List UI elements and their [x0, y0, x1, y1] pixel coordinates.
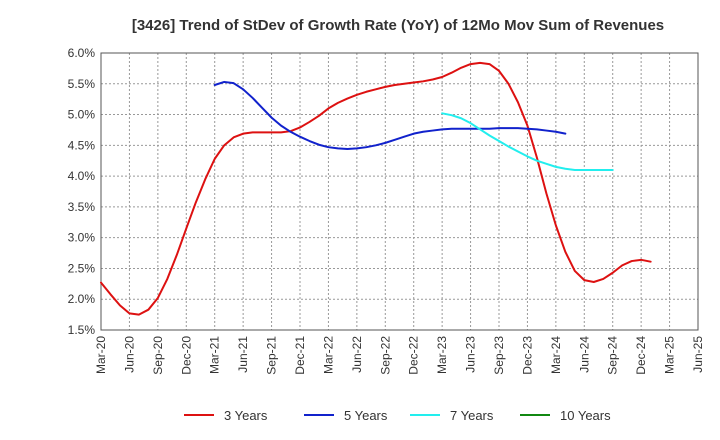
y-tick-label: 6.0% [68, 46, 96, 60]
axes: 1.5% 2.0% 2.5% 3.0% 3.5% 4.0% 4.5% 5.0% 5.5% 6.0%… [68, 46, 705, 375]
x-tick-label: Dec-22 [407, 336, 421, 375]
legend-label: 7 Years [450, 408, 494, 423]
series-line-5-years [213, 80, 567, 151]
x-tick-label: Jun-25 [691, 336, 705, 373]
x-tick-label: Mar-25 [663, 336, 677, 374]
legend-label: 3 Years [224, 408, 268, 423]
x-tick-label: Dec-20 [179, 336, 193, 375]
x-tick-label: Dec-24 [634, 336, 648, 375]
y-tick-label: 2.0% [68, 292, 96, 306]
series-line-3-years [100, 61, 652, 316]
x-tick-label: Mar-24 [549, 336, 563, 374]
x-tick-label: Jun-20 [122, 336, 136, 373]
x-tick-label: Sep-21 [265, 336, 279, 375]
y-tick-label: 3.5% [68, 200, 96, 214]
legend-label: 5 Years [344, 408, 388, 423]
plot-frame [100, 52, 699, 331]
y-tick-label: 2.5% [68, 261, 96, 275]
x-tick-label: Sep-20 [151, 336, 165, 375]
y-tick-label: 3.0% [68, 231, 96, 245]
y-tick-label: 1.5% [68, 323, 96, 337]
grid [101, 53, 698, 330]
x-tick-label: Dec-23 [520, 336, 534, 375]
x-tick-label: Jun-22 [350, 336, 364, 373]
x-tick-label: Mar-23 [435, 336, 449, 374]
x-tick-label: Sep-23 [492, 336, 506, 375]
y-tick-label: 5.5% [68, 77, 96, 91]
x-tick-label: Mar-20 [94, 336, 108, 374]
x-tick-label: Mar-21 [208, 336, 222, 374]
series-lines [100, 61, 652, 316]
x-tick-label: Jun-24 [577, 336, 591, 373]
series-line-7-years [441, 112, 614, 171]
legend: 3 Years 5 Years 7 Years 10 Years [184, 408, 611, 423]
x-tick-label: Jun-21 [236, 336, 250, 373]
y-tick-label: 5.0% [68, 108, 96, 122]
chart-title: [3426] Trend of StDev of Growth Rate (Yo… [132, 17, 664, 34]
x-tick-label: Mar-22 [321, 336, 335, 374]
x-tick-label: Jun-23 [464, 336, 478, 373]
x-tick-label: Sep-24 [606, 336, 620, 375]
y-tick-label: 4.5% [68, 138, 96, 152]
legend-label: 10 Years [560, 408, 611, 423]
y-tick-label: 4.0% [68, 169, 96, 183]
x-tick-label: Dec-21 [293, 336, 307, 375]
x-tick-label: Sep-22 [378, 336, 392, 375]
